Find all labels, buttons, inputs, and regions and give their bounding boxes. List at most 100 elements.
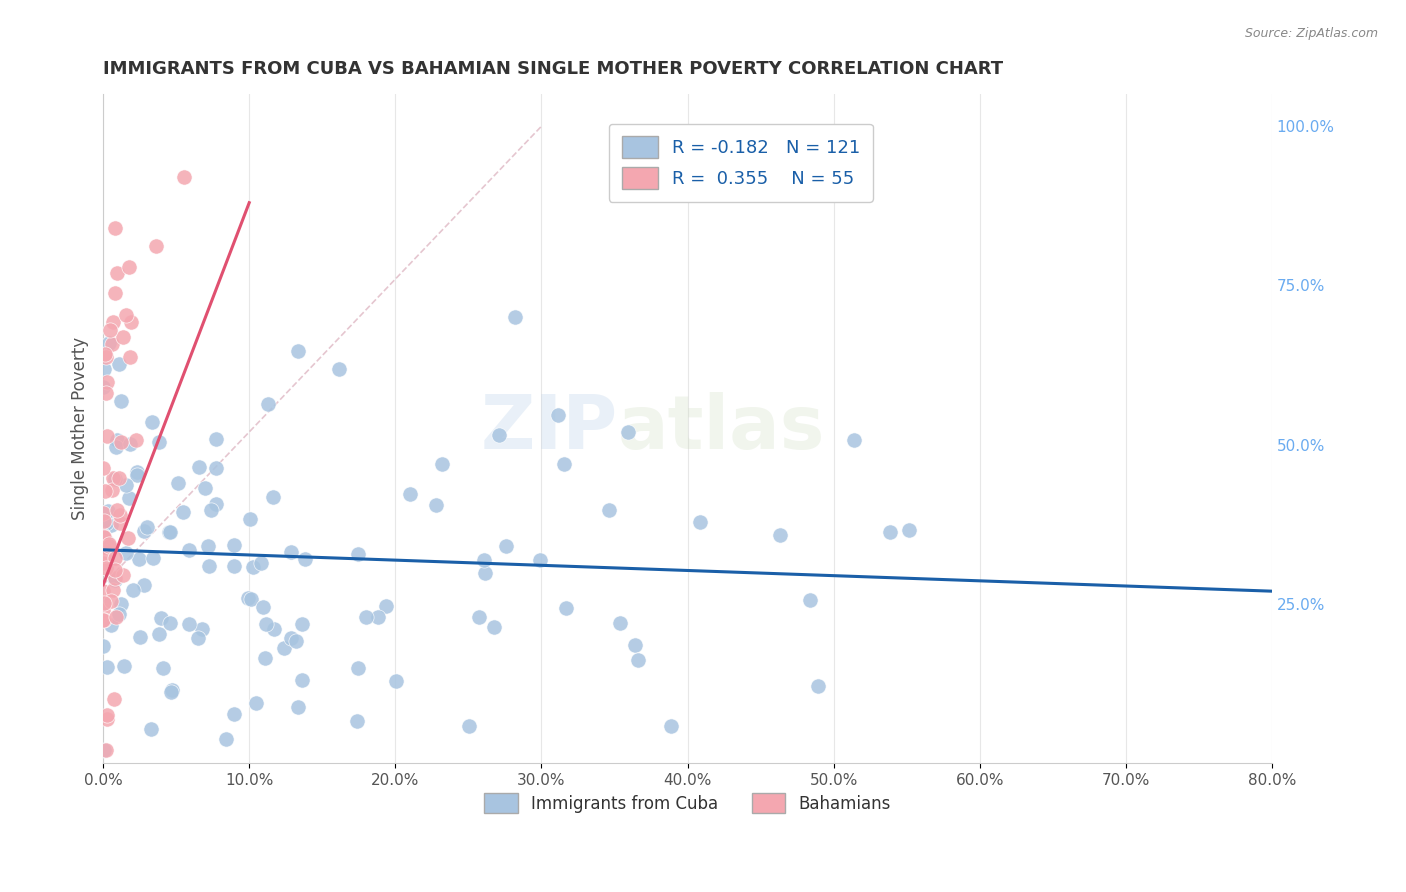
Point bbox=[117, 531, 139, 545]
Point bbox=[547, 408, 569, 422]
Point bbox=[254, 617, 277, 632]
Point bbox=[141, 415, 163, 429]
Point bbox=[128, 552, 150, 566]
Point bbox=[159, 524, 181, 539]
Point bbox=[150, 611, 173, 625]
Point bbox=[97, 504, 120, 518]
Point bbox=[101, 582, 124, 597]
Point bbox=[222, 538, 245, 552]
Point bbox=[128, 630, 150, 644]
Point bbox=[844, 433, 866, 447]
Point bbox=[98, 539, 121, 553]
Point bbox=[105, 266, 128, 280]
Point bbox=[91, 556, 114, 570]
Point bbox=[689, 516, 711, 530]
Point bbox=[139, 723, 162, 737]
Point bbox=[898, 523, 921, 537]
Point bbox=[100, 517, 122, 532]
Point bbox=[467, 609, 489, 624]
Point bbox=[256, 396, 278, 410]
Point bbox=[101, 470, 124, 484]
Point bbox=[159, 615, 181, 630]
Point bbox=[280, 545, 302, 559]
Point bbox=[291, 673, 314, 687]
Point bbox=[148, 627, 170, 641]
Point bbox=[96, 534, 118, 549]
Point bbox=[93, 528, 115, 542]
Point bbox=[96, 429, 118, 443]
Point bbox=[347, 547, 370, 561]
Point bbox=[94, 350, 117, 364]
Point bbox=[96, 386, 118, 401]
Point bbox=[98, 323, 121, 337]
Point bbox=[287, 700, 309, 714]
Point bbox=[125, 467, 148, 482]
Point bbox=[879, 524, 901, 539]
Point bbox=[252, 599, 274, 614]
Point bbox=[262, 490, 284, 504]
Point bbox=[93, 506, 115, 520]
Point bbox=[280, 632, 302, 646]
Point bbox=[118, 491, 141, 505]
Point bbox=[125, 433, 148, 447]
Point bbox=[291, 616, 314, 631]
Point bbox=[245, 696, 267, 710]
Point bbox=[495, 539, 517, 553]
Point bbox=[553, 458, 575, 472]
Point bbox=[659, 719, 682, 733]
Legend: Immigrants from Cuba, Bahamians: Immigrants from Cuba, Bahamians bbox=[477, 785, 898, 822]
Point bbox=[197, 559, 219, 574]
Point bbox=[114, 308, 136, 322]
Point bbox=[152, 660, 174, 674]
Point bbox=[132, 577, 155, 591]
Point bbox=[125, 465, 148, 479]
Point bbox=[94, 561, 117, 575]
Point bbox=[96, 376, 118, 390]
Point bbox=[91, 596, 114, 610]
Point bbox=[200, 503, 222, 517]
Point bbox=[104, 562, 127, 576]
Point bbox=[458, 719, 481, 733]
Point bbox=[120, 437, 142, 451]
Point bbox=[347, 660, 370, 674]
Point bbox=[107, 471, 129, 485]
Point bbox=[273, 640, 295, 655]
Point bbox=[93, 596, 115, 610]
Point bbox=[503, 310, 526, 325]
Point bbox=[166, 476, 188, 491]
Point bbox=[91, 583, 114, 598]
Point bbox=[97, 537, 120, 551]
Point bbox=[484, 620, 506, 634]
Point bbox=[93, 639, 115, 653]
Point bbox=[224, 558, 246, 573]
Point bbox=[287, 343, 309, 358]
Point bbox=[617, 425, 640, 439]
Point bbox=[253, 650, 276, 665]
Point bbox=[242, 560, 264, 574]
Point bbox=[96, 707, 118, 722]
Point bbox=[94, 516, 117, 531]
Point bbox=[160, 682, 183, 697]
Point bbox=[238, 591, 260, 606]
Point bbox=[609, 615, 631, 630]
Point bbox=[108, 508, 131, 523]
Point bbox=[121, 582, 143, 597]
Point bbox=[194, 481, 217, 495]
Point bbox=[366, 610, 388, 624]
Point bbox=[807, 679, 830, 693]
Point bbox=[430, 458, 453, 472]
Text: IMMIGRANTS FROM CUBA VS BAHAMIAN SINGLE MOTHER POVERTY CORRELATION CHART: IMMIGRANTS FROM CUBA VS BAHAMIAN SINGLE … bbox=[103, 60, 1004, 78]
Point bbox=[179, 617, 201, 632]
Point bbox=[96, 712, 118, 726]
Point bbox=[98, 336, 121, 351]
Point bbox=[94, 347, 117, 361]
Point bbox=[205, 432, 228, 446]
Point bbox=[205, 461, 228, 475]
Point bbox=[488, 428, 510, 442]
Point bbox=[93, 743, 115, 757]
Point bbox=[104, 472, 127, 486]
Point bbox=[120, 316, 142, 330]
Text: Source: ZipAtlas.com: Source: ZipAtlas.com bbox=[1244, 27, 1378, 40]
Point bbox=[624, 638, 647, 652]
Point bbox=[474, 566, 496, 580]
